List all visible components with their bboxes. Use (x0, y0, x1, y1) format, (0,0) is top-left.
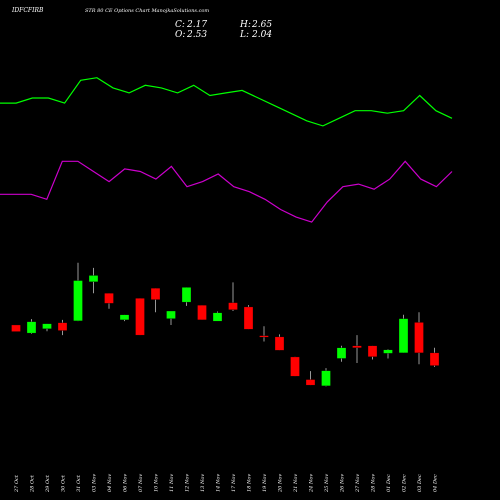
low-label: L: (239, 30, 249, 40)
candle-body (212, 312, 223, 322)
candle-body (274, 336, 285, 351)
candle-body (197, 305, 207, 321)
x-tick-label: 18 Nov (247, 474, 253, 492)
x-tick-label: 25 Nov (324, 474, 330, 493)
candle-body (398, 318, 409, 354)
x-tick-label: 27 Nov (355, 474, 361, 493)
low-value: 2.04 (251, 30, 272, 40)
candle-body (383, 349, 393, 354)
high-label: H: (239, 20, 251, 30)
x-tick-label: 20 Nov (278, 474, 284, 493)
x-tick-label: 31 Oct (76, 474, 82, 492)
candle-body (104, 293, 114, 304)
candle-body (166, 310, 176, 319)
x-tick-label: 06 Nov (123, 474, 129, 492)
candle-body (26, 321, 37, 334)
open-value: 2.53 (186, 30, 207, 40)
candle-body (336, 347, 347, 359)
x-tick-label: 14 Nov (216, 474, 222, 492)
x-tick-label: 04 Nov (107, 474, 113, 492)
x-axis-ticks: 27 Oct 28 Oct 29 Oct 30 Oct 31 Oct 03 Nov 04 N… (14, 474, 439, 493)
x-tick-label: 27 Oct (14, 474, 20, 493)
x-tick-label: 01 Dec (386, 474, 392, 492)
candle-body (181, 287, 192, 303)
x-tick-label: 30 Oct (61, 474, 67, 492)
x-tick-label: 03 Dec (417, 474, 423, 492)
lower-indicator-line (0, 160, 453, 223)
candle-body (135, 298, 145, 336)
candle-body (367, 345, 378, 357)
close-value: 2.17 (186, 20, 207, 30)
candle-body (321, 370, 331, 387)
candle-body (259, 335, 269, 338)
candle-body (11, 324, 21, 332)
x-tick-label: 07 Nov (138, 474, 144, 492)
x-tick-label: 11 Nov (169, 474, 175, 492)
x-tick-label: 02 Dec (402, 474, 408, 492)
candle-body (228, 302, 238, 310)
x-tick-label: 26 Nov (340, 474, 346, 493)
candle-body (42, 323, 52, 329)
x-tick-label: 19 Nov (262, 474, 268, 492)
candles-group (11, 262, 440, 387)
x-tick-label: 10 Nov (154, 474, 160, 492)
symbol-title: IDFCFIRB (11, 7, 44, 14)
x-tick-label: 04 Dec (433, 474, 439, 492)
candle-body (352, 345, 362, 348)
x-tick-label: 28 Oct (30, 474, 36, 493)
candle-body (305, 379, 316, 386)
x-tick-label: 17 Nov (231, 474, 237, 492)
candle-body (150, 288, 161, 300)
candle-body (290, 356, 300, 377)
x-tick-label: 21 Nov (293, 474, 299, 493)
indicator-lines (0, 77, 453, 223)
candle-body (414, 322, 424, 354)
close-label: C: (175, 20, 185, 30)
x-tick-label: 29 Oct (45, 474, 51, 493)
x-tick-label: 24 Nov (309, 474, 315, 493)
open-label: O: (175, 30, 185, 40)
candle-body (243, 306, 254, 330)
x-tick-label: 13 Nov (200, 474, 206, 492)
candle-body (119, 314, 130, 321)
x-tick-label: 12 Nov (185, 474, 191, 492)
high-value: 2.65 (251, 20, 272, 30)
x-tick-label: 28 Nov (371, 474, 377, 493)
candle-body (429, 352, 440, 366)
candle-body (73, 280, 83, 322)
x-tick-label: 03 Nov (92, 474, 98, 492)
upper-indicator-line (0, 77, 453, 127)
candle-body (57, 322, 68, 331)
chart-subtitle: STR 80 CE Options Chart ManojkaSolutions… (85, 8, 209, 14)
candle-body (88, 275, 99, 282)
